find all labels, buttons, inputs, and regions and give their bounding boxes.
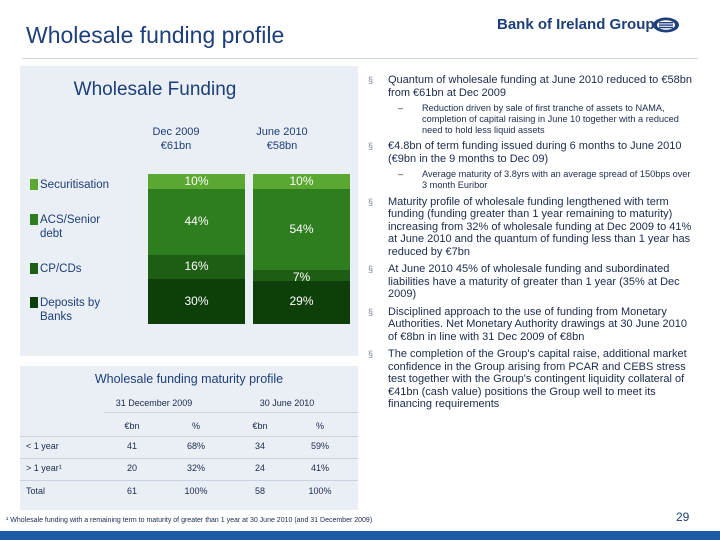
legend-swatch [30, 214, 38, 225]
column-header-date: Dec 2009 [152, 126, 200, 138]
bullet-marker: § [368, 196, 374, 207]
bar-value-label: 10% [289, 174, 314, 188]
stacked-bars: 10% 44% 16% 30% 10% 54% 7% 29% [20, 66, 358, 356]
bullet-text: Disciplined approach to the use of fundi… [388, 305, 688, 343]
bar-value-label: 30% [184, 293, 209, 308]
bullet-item: § At June 2010 45% of wholesale funding a… [366, 263, 698, 301]
table-cell: 34 [254, 441, 265, 451]
bullet-text: The completion of the Group's capital ra… [388, 348, 687, 411]
chart-title: Wholesale Funding [73, 79, 237, 100]
table-divider [104, 412, 358, 413]
sub-bullet-marker: – [398, 103, 404, 113]
commentary-bullets: § Quantum of wholesale funding at June 20… [366, 74, 698, 416]
table-cell: 59% [310, 441, 329, 451]
bar-value-label: 16% [184, 259, 209, 273]
table-cell: 24 [254, 463, 265, 473]
table-cell: 32% [186, 463, 205, 473]
bullet-marker: § [368, 306, 374, 317]
bar-segment: 54% [253, 189, 350, 270]
bullet-marker: § [368, 75, 374, 85]
bullet-text: €4.8bn of term funding issued during 6 m… [388, 140, 682, 165]
bullet-item: § €4.8bn of term funding issued during 6 … [366, 140, 698, 165]
bullet-text: At June 2010 45% of wholesale funding an… [388, 263, 680, 301]
bar-segment: 10% [148, 174, 245, 189]
bullet-text: Quantum of wholesale funding at June 201… [388, 74, 692, 99]
maturity-profile-table: Wholesale funding maturity profile 31 De… [20, 366, 358, 510]
column-header-june-2010: June 2010 €58bn [234, 125, 330, 153]
bar-value-label: 10% [184, 174, 209, 188]
sub-bullet-text: Reduction driven by sale of first tranch… [422, 103, 679, 135]
bar-segment: 44% [148, 189, 245, 255]
table-title: Wholesale funding maturity profile [94, 372, 284, 386]
table-sub-header: €bn [252, 421, 268, 431]
table-sub-header: % [315, 421, 324, 431]
sub-bullet-item: – Average maturity of 3.8yrs with an aver… [366, 169, 698, 191]
legend-swatch [30, 297, 38, 308]
table-row-label: > 1 year¹ [26, 463, 62, 473]
table-cell: 61 [126, 486, 137, 496]
legend-label: CP/CDs [40, 263, 82, 275]
bar-segment: 30% [148, 279, 245, 324]
bar-segment: 10% [253, 174, 350, 189]
footnote: ¹ Wholesale funding with a remaining ter… [6, 517, 373, 524]
sub-bullet-marker: – [398, 169, 404, 180]
table-group-header: 30 June 2010 [259, 398, 315, 408]
table-cell: 100% [308, 486, 332, 496]
sub-bullet-text: Average maturity of 3.8yrs with an avera… [422, 169, 691, 191]
wholesale-funding-chart-panel: Wholesale Funding Dec 2009 €61bn June 20… [20, 66, 358, 356]
table-divider [20, 436, 358, 437]
table-cell: 68% [186, 441, 205, 451]
bar-value-label: 29% [289, 294, 314, 309]
table-row-label: < 1 year [26, 441, 59, 451]
table-sub-header: % [191, 421, 200, 431]
legend-label: Securitisation [40, 179, 110, 191]
brand-logo: Bank of Ireland Group [497, 13, 697, 41]
legend-label: ACS/Senior debt [40, 214, 101, 240]
logo-text: Bank of Ireland Group [497, 16, 655, 33]
table-divider [20, 480, 358, 481]
bullet-item: § The completion of the Group's capital r… [366, 348, 698, 411]
legend-swatch [30, 179, 38, 190]
bullet-marker: § [368, 264, 374, 275]
table-cell: 58 [254, 486, 265, 496]
bar-value-label: 44% [184, 214, 209, 228]
column-header-total: €61bn [160, 140, 192, 152]
column-header-dec-2009: Dec 2009 €61bn [128, 125, 224, 153]
legend-label: Deposits by Banks [40, 297, 101, 323]
table-cell: 100% [184, 486, 208, 496]
page-number: 29 [676, 510, 690, 524]
logo-icon [653, 17, 679, 33]
table-divider [20, 458, 358, 459]
header-divider [22, 58, 698, 59]
bar-segment: 7% [253, 270, 350, 284]
column-header-total: €58bn [266, 140, 298, 152]
bullet-item: § Disciplined approach to the use of fund… [366, 306, 698, 344]
legend-swatch [30, 263, 38, 274]
column-header-date: June 2010 [256, 126, 308, 138]
page-title: Wholesale funding profile [26, 22, 285, 48]
bullet-item: § Quantum of wholesale funding at June 20… [366, 74, 698, 99]
bullet-marker: § [368, 349, 374, 360]
bullet-text: Maturity profile of wholesale funding le… [388, 195, 692, 258]
table-cell: 41 [126, 441, 137, 451]
footer-bar [0, 531, 720, 540]
sub-bullet-item: – Reduction driven by sale of first tranc… [366, 103, 698, 135]
table-cell: 20 [126, 463, 137, 473]
bar-value-label: 54% [289, 221, 314, 236]
bullet-item: § Maturity profile of wholesale funding l… [366, 196, 698, 259]
bar-segment: 29% [253, 280, 350, 324]
bar-segment: 16% [148, 255, 245, 279]
table-group-header: 31 December 2009 [115, 398, 193, 408]
table-row-label: Total [26, 486, 46, 496]
bullet-marker: § [368, 141, 374, 152]
table-cell: 41% [310, 463, 329, 473]
table-sub-header: €bn [124, 421, 140, 431]
